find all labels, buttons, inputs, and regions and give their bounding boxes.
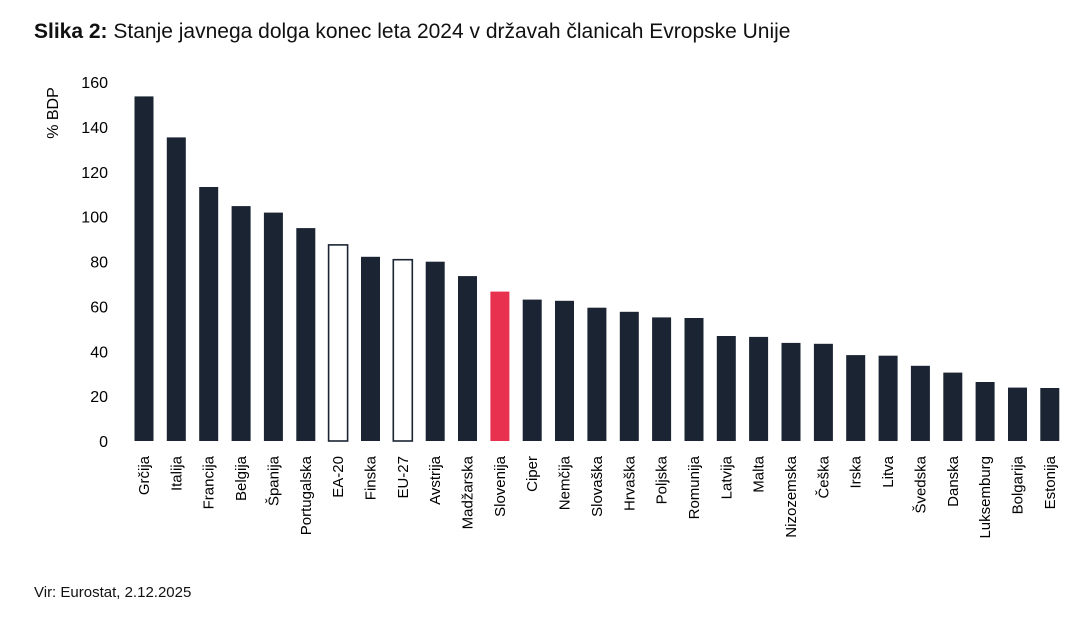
bar-23 (878, 355, 898, 441)
y-tick-label: 40 (90, 344, 108, 361)
bar-7 (361, 256, 380, 441)
y-axis-label: % BDP (45, 87, 62, 139)
y-axis-ticks: 0 20 40 60 80 100 120 140 160 (81, 75, 108, 451)
x-tick-label: EU-27 (395, 456, 412, 499)
bar-4 (263, 212, 283, 441)
bar-3 (231, 206, 251, 441)
x-tick-label: Romunija (686, 455, 703, 519)
bar-16 (652, 317, 672, 441)
x-tick-label: Madžarska (460, 455, 477, 529)
x-tick-label: Ciper (524, 456, 541, 492)
x-tick-label: Češka (815, 455, 832, 498)
x-tick-label: Grčija (136, 455, 153, 495)
x-tick-label: Portugalska (298, 455, 315, 535)
x-tick-label: Luksemburg (977, 456, 994, 539)
x-tick-label: Nizozemska (783, 455, 800, 537)
x-tick-label: Estonija (1042, 455, 1059, 509)
bar-9 (425, 261, 445, 441)
x-tick-label: Litva (880, 455, 897, 487)
x-tick-label: Belgija (233, 455, 250, 501)
x-axis-labels: Grčija Italija Francija Belgija Španija Portu… (136, 455, 1059, 538)
y-tick-label: 80 (90, 255, 108, 272)
x-tick-label: Bolgarija (1010, 455, 1027, 514)
bar-20 (781, 342, 801, 441)
bar-1 (166, 137, 186, 441)
x-tick-label: Avstrija (427, 455, 444, 505)
bar-28 (1040, 388, 1060, 441)
bar-27 (1008, 387, 1027, 441)
bar-17 (684, 318, 704, 441)
x-tick-label: Hrvaška (621, 455, 638, 511)
x-tick-label: Danska (945, 455, 962, 507)
bar-22 (846, 355, 866, 441)
x-tick-label: Slovenija (492, 455, 509, 517)
bar-12 (522, 299, 542, 441)
x-tick-label: EA-20 (330, 456, 347, 498)
bar-25 (943, 372, 963, 441)
bar-10 (458, 276, 477, 441)
x-tick-label: Poljska (654, 455, 671, 504)
bar-6 (327, 244, 349, 442)
x-tick-label: Nemčija (557, 455, 574, 510)
x-tick-label: Latvija (718, 455, 735, 499)
bar-13 (555, 300, 574, 441)
bars (134, 96, 1060, 442)
y-tick-label: 20 (90, 389, 108, 406)
figure-number: Slika 2: (34, 20, 108, 43)
bar-11 (490, 291, 510, 441)
bar-0 (134, 96, 154, 442)
x-tick-label: Italija (168, 455, 185, 491)
x-tick-label: Irska (848, 455, 865, 488)
y-tick-label: 100 (81, 210, 108, 227)
bar-19 (749, 336, 769, 441)
x-tick-label: Finska (363, 455, 380, 500)
bar-18 (716, 336, 736, 441)
bar-26 (975, 382, 995, 441)
bar-2 (199, 187, 219, 441)
x-tick-label: Slovaška (589, 455, 606, 517)
x-tick-label: Francija (201, 455, 218, 509)
y-tick-label: 160 (81, 75, 108, 92)
x-tick-label: Malta (751, 455, 768, 492)
chart-title: Slika 2: Stanje javnega dolga konec leta… (34, 20, 791, 44)
source-note: Vir: Eurostat, 2.12.2025 (34, 584, 192, 601)
y-tick-label: 120 (81, 165, 108, 182)
y-tick-label: 0 (99, 434, 108, 451)
y-tick-label: 140 (81, 120, 108, 137)
y-tick-label: 60 (90, 299, 108, 316)
title-text: Stanje javnega dolga konec leta 2024 v d… (113, 20, 791, 43)
x-tick-label: Španija (265, 455, 282, 506)
bar-14 (587, 307, 607, 441)
bar-24 (910, 365, 930, 441)
bar-8 (392, 258, 414, 442)
bar-21 (813, 343, 833, 441)
x-tick-label: Švedska (912, 455, 929, 513)
bar-5 (296, 228, 316, 441)
bar-15 (619, 311, 639, 441)
